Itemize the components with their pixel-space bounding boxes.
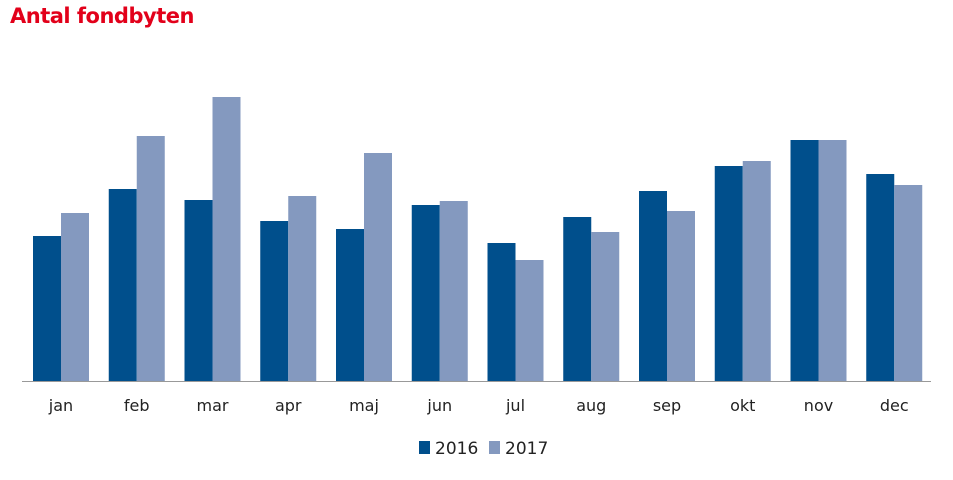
bar-jul-2017 [515,260,544,381]
bar-apr-2017 [288,196,317,381]
bar-feb-2016 [108,189,137,381]
legend-swatch-2017 [489,441,500,454]
bar-jun-2017 [439,201,468,381]
x-tick-label: aug [576,396,606,415]
bar-dec-2016 [866,174,895,381]
bar-maj-2016 [336,229,364,381]
bar-mar-2016 [184,200,213,381]
bar-dec-2017 [894,185,923,381]
x-tick-label: okt [730,396,755,415]
x-tick-label: dec [880,396,909,415]
x-tick-label: sep [653,396,681,415]
bar-jan-2016 [33,236,61,381]
legend-swatch-2016 [419,441,430,454]
x-tick-labels: jan feb mar apr maj jun jul aug sep okt nov dec [48,396,909,415]
bar-nov-2016 [790,140,819,381]
bar-maj-2017 [364,153,392,381]
legend: 2016 2017 [419,439,548,459]
bar-sep-2017 [667,211,695,381]
x-tick-label: jun [426,396,452,415]
legend-label-2016: 2016 [435,439,478,459]
bar-aug-2017 [591,232,620,381]
bar-okt-2016 [714,166,743,381]
x-tick-label: nov [804,396,833,415]
x-tick-label: jul [505,396,525,415]
bar-sep-2016 [639,191,667,381]
bar-nov-2017 [818,140,847,381]
bars [33,97,923,381]
x-tick-label: feb [124,396,150,415]
x-tick-label: maj [349,396,379,415]
legend-label-2017: 2017 [505,439,548,459]
bar-aug-2016 [563,217,592,381]
bar-apr-2016 [260,221,289,381]
bar-feb-2017 [136,136,165,381]
chart-title: Antal fondbyten [10,4,194,28]
bar-okt-2017 [742,161,771,381]
bar-jul-2016 [487,243,516,381]
bar-jun-2016 [411,205,440,381]
bar-jan-2017 [61,213,89,381]
x-tick-label: jan [48,396,73,415]
x-tick-label: apr [275,396,302,415]
x-tick-label: mar [197,396,229,415]
bar-mar-2017 [212,97,241,381]
